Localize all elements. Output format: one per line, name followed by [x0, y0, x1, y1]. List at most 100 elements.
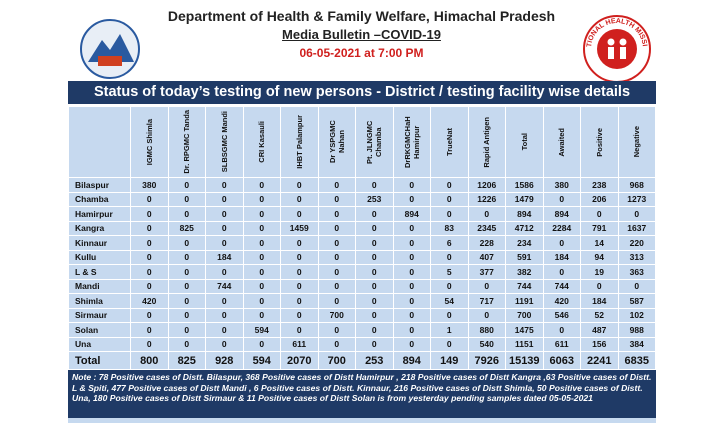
column-header: Negative [617, 106, 656, 178]
value-cell: 0 [242, 307, 281, 323]
value-cell: 894 [505, 206, 544, 222]
column-header: Positive [580, 106, 619, 178]
district-cell: Kullu [68, 249, 131, 265]
value-cell: 0 [617, 278, 656, 294]
value-cell: 0 [205, 322, 244, 338]
value-cell: 0 [130, 278, 169, 294]
subtitle: Media Bulletin –COVID-19 [282, 27, 441, 42]
value-cell: 0 [392, 191, 431, 207]
value-cell: 1 [430, 322, 469, 338]
value-cell: 234 [505, 235, 544, 251]
value-cell: 0 [205, 177, 244, 193]
value-cell: 384 [617, 336, 656, 352]
value-cell: 0 [280, 249, 319, 265]
column-header-text: Dr YSPGMC Nahan [327, 120, 346, 164]
value-cell: 0 [280, 191, 319, 207]
value-cell: 2241 [580, 351, 619, 370]
value-cell: 6835 [617, 351, 656, 370]
value-cell: 0 [130, 307, 169, 323]
value-cell: 0 [467, 206, 506, 222]
value-cell: 0 [130, 235, 169, 251]
value-cell: 594 [242, 351, 281, 370]
district-cell: Chamba [68, 191, 131, 207]
value-cell: 0 [355, 307, 394, 323]
value-cell: 0 [355, 220, 394, 236]
value-cell: 800 [130, 351, 169, 370]
value-cell: 184 [205, 249, 244, 265]
value-cell: 0 [392, 235, 431, 251]
value-cell: 0 [355, 336, 394, 352]
value-cell: 0 [280, 322, 319, 338]
value-cell: 1151 [505, 336, 544, 352]
total-row: Total 800 825 928 594 2070 700 253 894 149 7926 151… [68, 351, 656, 370]
value-cell: 0 [355, 322, 394, 338]
table-row: Shimla 420 0 0 0 0 0 0 0 54 717 1191 420 184 587 [68, 293, 656, 309]
district-cell: Kangra [68, 220, 131, 236]
value-cell: 0 [355, 278, 394, 294]
value-cell: 611 [280, 336, 319, 352]
value-cell: 0 [392, 249, 431, 265]
value-cell: 1191 [505, 293, 544, 309]
value-cell: 0 [355, 177, 394, 193]
value-cell: 420 [130, 293, 169, 309]
value-cell: 0 [205, 235, 244, 251]
district-cell: Una [68, 336, 131, 352]
value-cell: 380 [542, 177, 581, 193]
table-row: Sirmaur 0 0 0 0 0 700 0 0 0 0 700 546 52 102 [68, 307, 656, 323]
value-cell: 0 [130, 264, 169, 280]
value-cell: 0 [130, 336, 169, 352]
column-header-text: IGMC Shimla [144, 118, 154, 166]
district-cell: Kinnaur [68, 235, 131, 251]
value-cell: 487 [580, 322, 619, 338]
table-row: L & S 0 0 0 0 0 0 0 0 5 377 382 0 19 363 [68, 264, 656, 280]
column-header: Awaited [542, 106, 581, 178]
value-cell: 0 [205, 191, 244, 207]
value-cell: 0 [242, 293, 281, 309]
column-header: SLBSGMC Mandi [205, 106, 244, 178]
value-cell: 0 [317, 293, 356, 309]
value-cell: 546 [542, 307, 581, 323]
value-cell: 228 [467, 235, 506, 251]
value-cell: 156 [580, 336, 619, 352]
value-cell: 0 [242, 278, 281, 294]
value-cell: 0 [242, 177, 281, 193]
table-row: Bilaspur 380 0 0 0 0 0 0 0 0 1206 1586 380 238 968 [68, 177, 656, 193]
value-cell: 0 [392, 322, 431, 338]
value-cell: 54 [430, 293, 469, 309]
value-cell: 0 [317, 206, 356, 222]
value-cell: 0 [205, 220, 244, 236]
value-cell: 717 [467, 293, 506, 309]
value-cell: 253 [355, 191, 394, 207]
value-cell: 0 [467, 307, 506, 323]
value-cell: 0 [580, 206, 619, 222]
column-header-text: IHBT Palampur [294, 115, 304, 169]
value-cell: 0 [130, 191, 169, 207]
value-cell: 0 [167, 322, 206, 338]
table-row: Mandi 0 0 744 0 0 0 0 0 0 0 744 744 0 0 [68, 278, 656, 294]
value-cell: 2070 [280, 351, 319, 370]
value-cell: 0 [130, 220, 169, 236]
value-cell: 0 [280, 264, 319, 280]
column-header: Dr YSPGMC Nahan [317, 106, 356, 178]
header-row: IGMC Shimla Dr. RPGMC Tanda SLBSGMC Mandi C… [68, 106, 656, 178]
table-row: Hamirpur 0 0 0 0 0 0 0 894 0 0 894 894 0 0 [68, 206, 656, 222]
value-cell: 0 [205, 206, 244, 222]
value-cell: 0 [280, 206, 319, 222]
value-cell: 744 [542, 278, 581, 294]
value-cell: 14 [580, 235, 619, 251]
value-cell: 6 [430, 235, 469, 251]
value-cell: 594 [242, 322, 281, 338]
table-row: Una 0 0 0 0 611 0 0 0 0 540 1151 611 156 384 [68, 336, 656, 352]
value-cell: 0 [317, 264, 356, 280]
value-cell: 0 [167, 293, 206, 309]
table: IGMC Shimla Dr. RPGMC Tanda SLBSGMC Mandi C… [68, 106, 656, 370]
corner-cell [68, 106, 131, 178]
value-cell: 206 [580, 191, 619, 207]
value-cell: 587 [617, 293, 656, 309]
column-header: Dr. RPGMC Tanda [167, 106, 206, 178]
value-cell: 380 [130, 177, 169, 193]
value-cell: 1637 [617, 220, 656, 236]
value-cell: 363 [617, 264, 656, 280]
value-cell: 0 [355, 206, 394, 222]
value-cell: 540 [467, 336, 506, 352]
